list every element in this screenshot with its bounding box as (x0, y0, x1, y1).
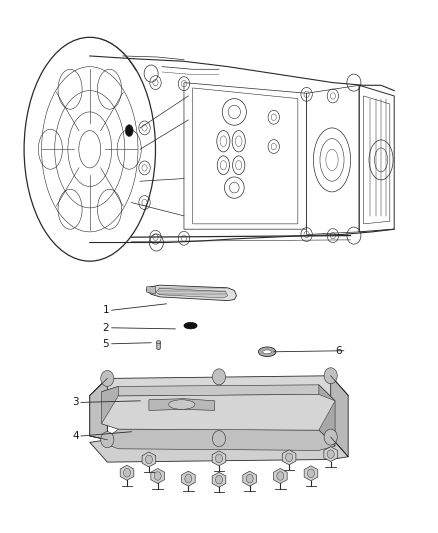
Circle shape (185, 474, 192, 483)
Polygon shape (181, 471, 195, 486)
Circle shape (246, 474, 253, 483)
Ellipse shape (184, 322, 197, 329)
Circle shape (145, 455, 152, 464)
Circle shape (212, 431, 226, 447)
Polygon shape (155, 288, 228, 298)
Polygon shape (243, 471, 257, 486)
Text: 2: 2 (102, 323, 110, 333)
Polygon shape (147, 285, 237, 301)
Text: 1: 1 (102, 305, 110, 315)
Polygon shape (157, 342, 160, 350)
Polygon shape (102, 394, 335, 430)
Text: 5: 5 (102, 339, 110, 349)
Circle shape (154, 472, 161, 480)
Circle shape (101, 432, 114, 448)
Polygon shape (304, 466, 318, 481)
Polygon shape (90, 395, 107, 440)
Polygon shape (120, 465, 134, 480)
Polygon shape (147, 287, 155, 294)
Circle shape (324, 429, 337, 445)
Polygon shape (102, 385, 335, 401)
Polygon shape (212, 472, 226, 487)
Polygon shape (90, 378, 107, 440)
Circle shape (277, 472, 284, 480)
Polygon shape (212, 451, 226, 466)
Text: 4: 4 (72, 431, 79, 441)
Circle shape (327, 450, 334, 458)
Circle shape (124, 469, 131, 477)
Polygon shape (319, 385, 335, 446)
Polygon shape (102, 386, 118, 429)
Polygon shape (282, 450, 296, 465)
Circle shape (215, 475, 223, 484)
Circle shape (324, 368, 337, 384)
Polygon shape (149, 399, 215, 410)
Ellipse shape (156, 341, 161, 344)
Circle shape (215, 454, 223, 463)
Text: 3: 3 (72, 398, 79, 407)
Circle shape (286, 453, 293, 462)
Text: 6: 6 (335, 346, 342, 356)
Ellipse shape (263, 350, 272, 354)
Ellipse shape (169, 400, 195, 409)
Polygon shape (90, 437, 348, 462)
Polygon shape (90, 376, 348, 400)
Circle shape (307, 469, 314, 478)
Circle shape (212, 369, 226, 385)
Polygon shape (273, 469, 287, 483)
Polygon shape (324, 447, 338, 462)
Circle shape (101, 370, 114, 386)
Ellipse shape (258, 347, 276, 357)
Polygon shape (331, 376, 348, 457)
Ellipse shape (125, 125, 133, 136)
Polygon shape (142, 452, 156, 467)
Polygon shape (102, 429, 335, 450)
Polygon shape (151, 469, 165, 483)
